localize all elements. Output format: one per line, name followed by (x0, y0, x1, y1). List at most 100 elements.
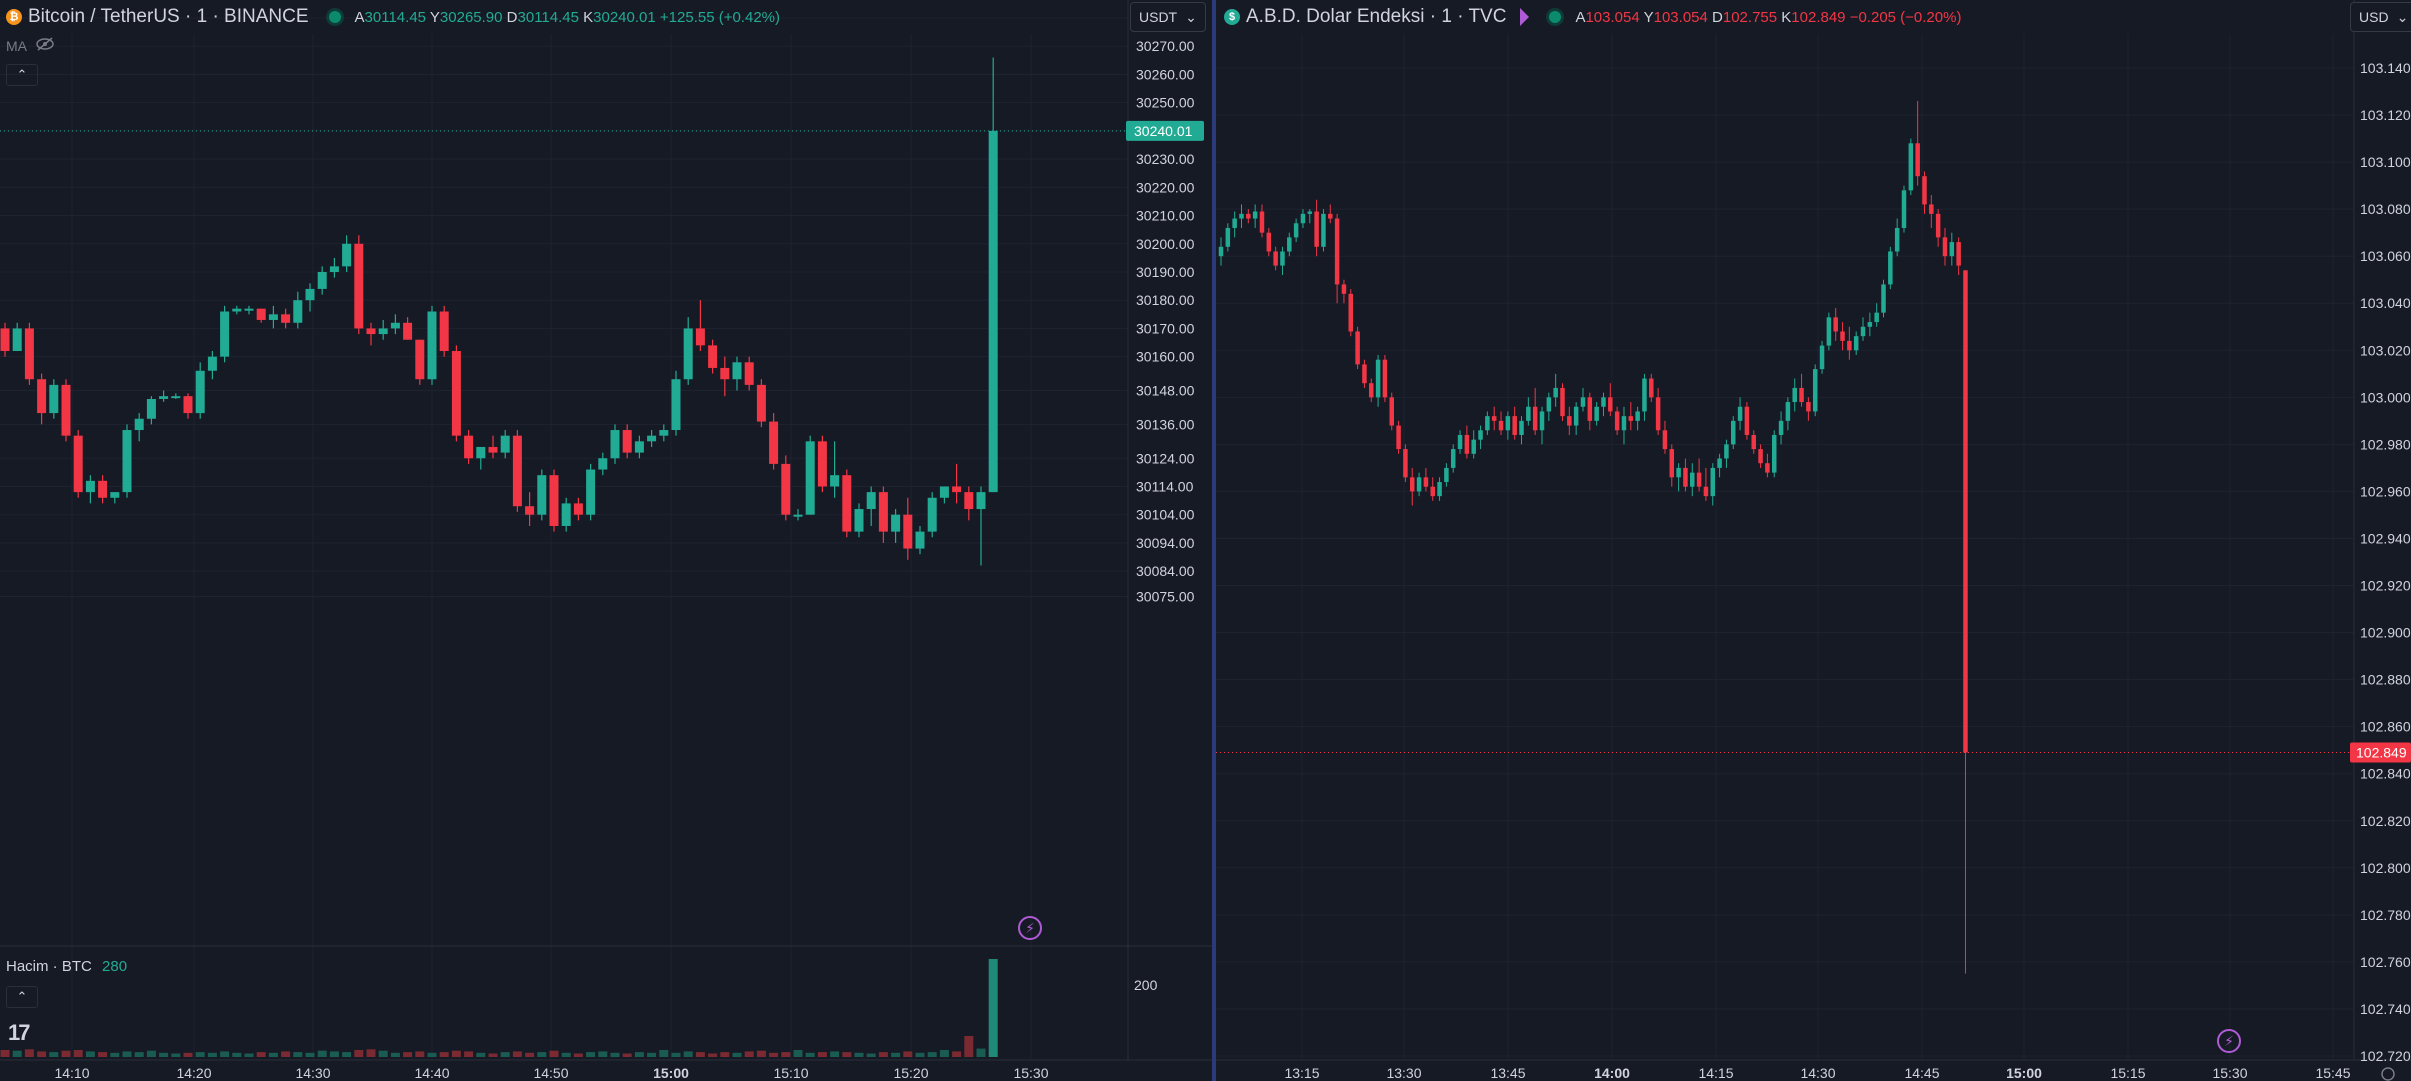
candle-body[interactable] (1881, 284, 1886, 313)
candle-body[interactable] (24, 328, 34, 380)
candle-body[interactable] (1389, 397, 1395, 426)
candle-body[interactable] (1628, 416, 1634, 421)
candle-body[interactable] (1567, 416, 1572, 426)
candle-body[interactable] (342, 243, 352, 267)
candle-body[interactable] (793, 514, 803, 517)
candle-body[interactable] (866, 492, 876, 510)
candle-body[interactable] (1765, 463, 1770, 473)
candle-body[interactable] (1860, 326, 1866, 337)
candle-body[interactable] (720, 367, 730, 380)
candle-body[interactable] (171, 396, 181, 399)
candle-body[interactable] (1717, 458, 1722, 468)
candle-body[interactable] (610, 430, 620, 459)
candle-body[interactable] (891, 514, 901, 532)
candle-body[interactable] (476, 446, 486, 459)
candle-body[interactable] (464, 435, 474, 459)
candle-body[interactable] (842, 475, 852, 532)
candle-body[interactable] (1956, 242, 1961, 266)
candle-body[interactable] (537, 475, 547, 515)
candle-body[interactable] (1929, 204, 1934, 214)
candle-body[interactable] (1293, 223, 1299, 238)
candle-body[interactable] (1942, 237, 1948, 257)
candle-body[interactable] (683, 328, 693, 380)
candle-body[interactable] (244, 308, 254, 311)
candle-body[interactable] (561, 503, 571, 526)
candle-body[interactable] (1696, 472, 1702, 487)
candle-body[interactable] (1423, 477, 1429, 487)
flag-icon[interactable] (1520, 8, 1530, 26)
pane-divider[interactable] (1212, 0, 1216, 1081)
candle-body[interactable] (1826, 317, 1832, 346)
candle-body[interactable] (195, 370, 205, 414)
candle-body[interactable] (98, 480, 108, 498)
candle-body[interactable] (1464, 434, 1470, 454)
candle-body[interactable] (281, 314, 291, 323)
candle-body[interactable] (622, 430, 632, 453)
candle-body[interactable] (73, 435, 83, 493)
candle-body[interactable] (0, 328, 10, 352)
candle-body[interactable] (1662, 430, 1668, 450)
candle-body[interactable] (1573, 406, 1579, 426)
candle-body[interactable] (85, 480, 95, 493)
candle-body[interactable] (1690, 472, 1695, 487)
candle-body[interactable] (1560, 387, 1565, 417)
candle-body[interactable] (1853, 336, 1859, 351)
candle-body[interactable] (1334, 218, 1340, 285)
candle-body[interactable] (232, 308, 242, 312)
candle-body[interactable] (1840, 331, 1845, 341)
candle-body[interactable] (1252, 211, 1258, 219)
candle-body[interactable] (1594, 406, 1599, 421)
candle-body[interactable] (1396, 425, 1401, 450)
candle-body[interactable] (1348, 293, 1354, 332)
candle-body[interactable] (403, 322, 413, 340)
candle-body[interactable] (1416, 477, 1422, 492)
candle-body[interactable] (1273, 251, 1278, 266)
candle-body[interactable] (1621, 416, 1627, 431)
candle-body[interactable] (1450, 449, 1456, 468)
candle-body[interactable] (1710, 467, 1716, 497)
candle-body[interactable] (305, 288, 315, 301)
candle-body[interactable] (134, 418, 144, 431)
candle-body[interactable] (1341, 284, 1347, 294)
candle-body[interactable] (1580, 397, 1586, 407)
candle-body[interactable] (1382, 359, 1388, 398)
candle-body[interactable] (830, 475, 840, 487)
candle-body[interactable] (1239, 213, 1244, 219)
candle-body[interactable] (500, 435, 510, 453)
candle-body[interactable] (976, 492, 986, 510)
candle-body[interactable] (159, 396, 169, 399)
candle-body[interactable] (671, 379, 681, 431)
candle-body[interactable] (573, 503, 583, 515)
candle-body[interactable] (1812, 369, 1818, 412)
candle-body[interactable] (354, 243, 364, 329)
candle-body[interactable] (964, 492, 974, 510)
candle-body[interactable] (854, 509, 864, 532)
candle-body[interactable] (1874, 312, 1879, 323)
candle-body[interactable] (1307, 211, 1313, 214)
candle-body[interactable] (598, 458, 608, 470)
btc-chart-canvas[interactable]: 30280.0030270.0030260.0030250.0030240.00… (0, 0, 1212, 1081)
candle-body[interactable] (732, 362, 742, 380)
dxy-chart-pane[interactable]: 103.140 103.120 103.100 103.080 103.060 103.0… (1216, 0, 2411, 1081)
candle-body[interactable] (293, 300, 303, 323)
candle-body[interactable] (1635, 411, 1640, 421)
collapse-volume-button[interactable]: ⌃ (6, 986, 38, 1008)
lightning-icon[interactable] (2217, 1029, 2241, 1053)
candle-body[interactable] (756, 384, 766, 422)
dxy-symbol-title[interactable]: A.B.D. Dolar Endeksi · 1 · TVC (1246, 6, 1507, 27)
candle-body[interactable] (647, 435, 657, 442)
candle-body[interactable] (1601, 397, 1606, 407)
candle-body[interactable] (1321, 213, 1326, 247)
candle-body[interactable] (256, 308, 266, 320)
candle-body[interactable] (1915, 143, 1920, 177)
candle-body[interactable] (915, 531, 925, 549)
candle-body[interactable] (1703, 486, 1709, 497)
candle-body[interactable] (427, 311, 437, 380)
candle-body[interactable] (781, 463, 791, 515)
candle-body[interactable] (366, 328, 376, 335)
candle-body[interactable] (1259, 211, 1265, 233)
dxy-chart-canvas[interactable]: 103.140 103.120 103.100 103.080 103.060 103.0… (1216, 0, 2411, 1081)
candle-body[interactable] (1778, 420, 1784, 435)
candle-body[interactable] (1908, 143, 1914, 191)
candle-body[interactable] (1314, 211, 1319, 247)
